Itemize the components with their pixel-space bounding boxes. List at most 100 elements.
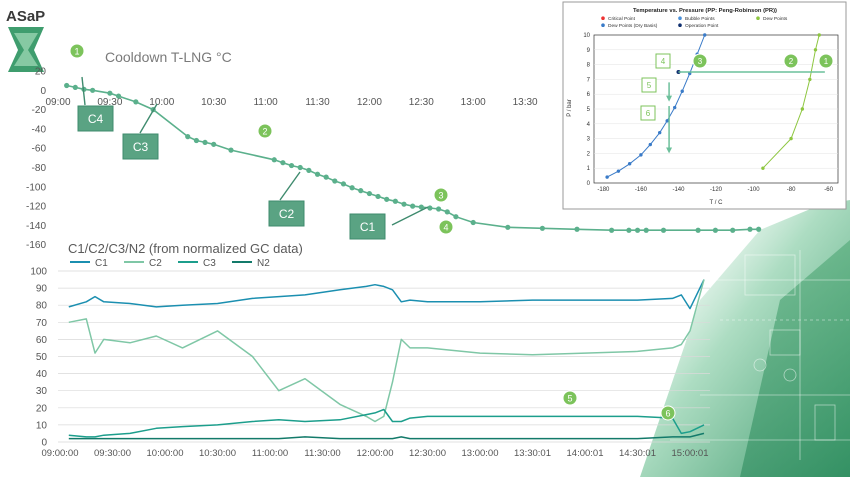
cooldown-point xyxy=(271,157,277,163)
inset-x-tick: -180 xyxy=(597,187,610,193)
callout-label: C2 xyxy=(279,207,295,221)
cooldown-y-tick: -140 xyxy=(26,221,46,232)
gc-step-marker xyxy=(562,390,578,406)
gc-y-tick: 50 xyxy=(36,352,48,363)
cooldown-point xyxy=(90,87,96,93)
cooldown-point xyxy=(72,84,78,91)
inset-step-marker xyxy=(783,53,799,69)
cooldown-point xyxy=(288,162,295,169)
cooldown-point xyxy=(695,227,701,233)
gc-step-marker-label: 6 xyxy=(665,409,670,419)
inset-point xyxy=(605,175,609,179)
cooldown-x-tick: 09:00 xyxy=(45,97,70,108)
inset-annotations: 1 2 3 4 5 6 xyxy=(640,53,834,154)
inset-x-tick: -140 xyxy=(672,187,685,193)
inset-point xyxy=(673,105,677,110)
cooldown-point xyxy=(410,203,416,209)
step-marker-label: 2 xyxy=(262,127,267,137)
gc-line-c3 xyxy=(68,408,705,438)
cooldown-point xyxy=(539,225,546,231)
gc-x-tick: 09:30:00 xyxy=(94,448,131,459)
cooldown-point xyxy=(358,188,364,194)
callout-box xyxy=(122,133,159,160)
inset-point xyxy=(616,169,621,173)
cooldown-x-tick: 12:30 xyxy=(409,97,434,108)
cooldown-point xyxy=(444,209,450,215)
gc-markers: 56 xyxy=(562,390,676,421)
cooldown-y-tick: -120 xyxy=(26,202,46,213)
inset-y-tick: 2 xyxy=(587,151,591,157)
cooldown-x-tick: 13:30 xyxy=(513,97,538,108)
gc-legend-label: C2 xyxy=(149,258,162,269)
background-decoration xyxy=(640,200,850,477)
inset-y-tick: 10 xyxy=(583,33,590,39)
cooldown-point xyxy=(418,204,424,210)
cooldown-y-tick: -40 xyxy=(32,124,47,135)
callout-label: C1 xyxy=(360,220,376,234)
gc-x-tick: 10:00:00 xyxy=(147,448,184,459)
inset-legend-swatch xyxy=(601,23,605,28)
gc-grid xyxy=(58,270,710,443)
gc-x-tick: 11:30:00 xyxy=(304,448,340,459)
cooldown-point xyxy=(375,193,381,200)
inset-step-marker xyxy=(818,53,834,69)
inset-y-tick: 4 xyxy=(587,122,591,128)
inset-legend-swatch xyxy=(678,23,682,28)
inset-legend-label: Critical Point xyxy=(608,16,636,22)
step-marker-label: 3 xyxy=(438,191,443,201)
cooldown-y-tick: -80 xyxy=(32,163,47,174)
gc-y-tick: 30 xyxy=(36,386,48,397)
inset-step-box xyxy=(640,105,656,121)
cooldown-x-tick: 11:00 xyxy=(253,97,278,108)
cooldown-point xyxy=(314,171,321,177)
cooldown-y-tick: -60 xyxy=(32,144,47,155)
cooldown-y-tick: 0 xyxy=(40,86,46,97)
cooldown-x-tick: 10:30 xyxy=(201,97,226,108)
cooldown-point xyxy=(453,214,459,220)
inset-y-tick: 7 xyxy=(587,77,591,83)
cooldown-y-tick: -160 xyxy=(26,240,46,251)
gc-y-tick: 20 xyxy=(36,403,48,414)
inset-step-label: 5 xyxy=(647,81,652,90)
cooldown-markers: 1 2 3 4 xyxy=(69,43,454,235)
inset-step-label: 4 xyxy=(661,57,666,66)
inset-x-tick: -80 xyxy=(787,187,796,193)
gc-y-tick: 100 xyxy=(30,267,47,278)
inset-line xyxy=(762,34,820,169)
inset-point xyxy=(789,136,793,141)
step-marker xyxy=(438,219,454,235)
cooldown-x-tick: 11:30 xyxy=(305,97,330,108)
callout-box xyxy=(349,213,386,240)
inset-step-label: 2 xyxy=(789,57,794,66)
cooldown-point xyxy=(626,227,632,233)
gc-series xyxy=(68,279,705,440)
inset-chart: Temperature vs. Pressure (PP: Peng-Robin… xyxy=(562,1,847,210)
gc-x-tick: 12:30:00 xyxy=(409,448,446,459)
inset-y-tick: 8 xyxy=(587,63,591,69)
cooldown-point xyxy=(306,167,312,173)
gc-legend-label: C1 xyxy=(95,258,108,269)
gc-y-tick: 60 xyxy=(36,335,48,346)
step-marker xyxy=(257,123,273,139)
inset-grid xyxy=(593,34,839,184)
inset-step-label: 1 xyxy=(824,57,829,66)
cooldown-x-tick: 09:30 xyxy=(97,97,122,108)
inset-legend-label: Dew Points xyxy=(763,16,788,22)
cooldown-point xyxy=(211,141,217,147)
callout-box xyxy=(268,200,305,227)
inset-x-axis: -180 -160 -140 -120 -100 -80 -60 xyxy=(597,187,833,193)
cooldown-point xyxy=(340,181,347,187)
cooldown-y-axis: 20 0 -20 -40 -60 -80 -100 -120 -140 -160 xyxy=(26,67,46,252)
gc-step-marker-label: 5 xyxy=(567,394,572,404)
callout-pointer xyxy=(81,76,86,106)
cooldown-point xyxy=(133,99,139,105)
cooldown-point xyxy=(349,185,355,191)
step-marker-label: 1 xyxy=(74,47,79,57)
inset-point xyxy=(703,33,707,37)
inset-point xyxy=(627,162,632,166)
gc-x-tick: 12:00:00 xyxy=(357,448,394,459)
gc-x-tick: 13:00:00 xyxy=(462,448,499,459)
cooldown-y-tick: 20 xyxy=(35,67,47,78)
cooldown-point xyxy=(366,190,372,197)
asap-logo: ASaP xyxy=(6,8,45,72)
